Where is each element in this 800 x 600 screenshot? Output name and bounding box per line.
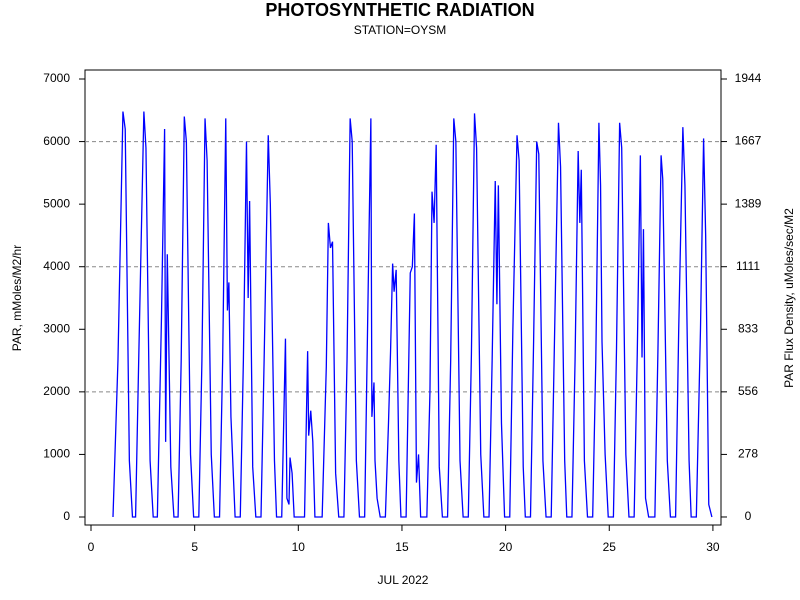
y2-axis-label: PAR Flux Density, uMoles/sec/M2 [782,208,796,388]
y-tick-label: 4000 [43,259,70,273]
x-tick-label: 25 [603,540,617,554]
x-tick-label: 0 [88,540,95,554]
y-tick-label: 3000 [43,321,70,335]
y-tick-label: 6000 [43,134,70,148]
chart-title: PHOTOSYNTHETIC RADIATION [265,0,534,20]
y-tick-label: 1000 [43,447,70,461]
x-tick-label: 5 [191,540,198,554]
y-axis-label: PAR, mMoles/M2/hr [10,245,24,351]
x-axis-label: JUL 2022 [378,573,429,587]
chart-subtitle: STATION=OYSM [354,23,447,37]
y2-tick-label: 1389 [735,196,762,210]
y2-tick-label: 833 [738,321,758,335]
y2-tick-label: 0 [745,509,752,523]
data-line [112,111,713,518]
y-tick-label: 2000 [43,384,70,398]
x-tick-label: 15 [395,540,409,554]
x-tick-label: 30 [706,540,720,554]
plot-frame [84,69,722,526]
x-tick-label: 20 [499,540,513,554]
y-tick-label: 0 [63,509,70,523]
y2-tick-label: 556 [738,384,758,398]
y2-tick-label: 1667 [735,134,762,148]
y-tick-label: 5000 [43,196,70,210]
y2-tick-label: 278 [738,447,758,461]
y2-tick-label: 1944 [735,71,762,85]
y2-tick-label: 1111 [736,259,760,273]
y-tick-label: 7000 [43,71,70,85]
x-tick-label: 10 [292,540,306,554]
